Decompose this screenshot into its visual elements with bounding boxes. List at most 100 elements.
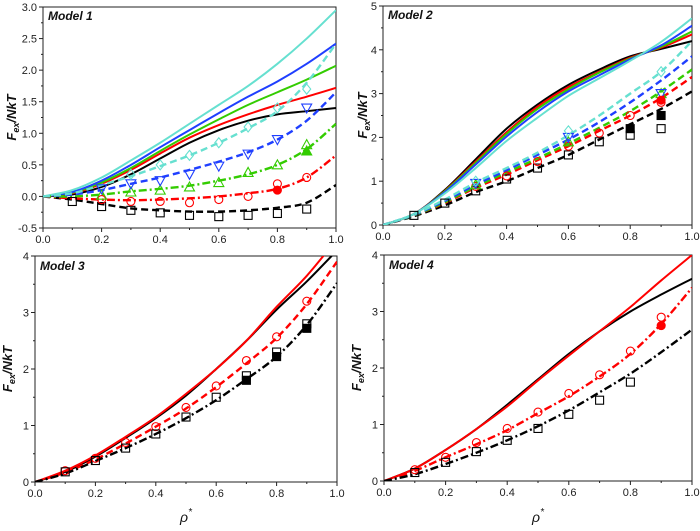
y-label-rest: /NkT bbox=[4, 93, 19, 123]
y-label-sub: ex bbox=[362, 120, 372, 131]
series-line-solid bbox=[43, 107, 336, 198]
data-point-triangle-up bbox=[154, 183, 167, 195]
data-point-triangle-up bbox=[242, 166, 255, 177]
plot-frame bbox=[34, 255, 338, 483]
data-point-circle bbox=[595, 370, 605, 380]
x-tick-label: 0.8 bbox=[623, 487, 638, 499]
data-point-circle bbox=[471, 438, 481, 448]
x-tick-label: 1.0 bbox=[328, 234, 343, 246]
x-tick-label: 0.4 bbox=[499, 231, 514, 243]
y-tick-label: 1 bbox=[371, 176, 377, 188]
data-point-triangle-up bbox=[124, 185, 137, 197]
panel-title: Model 3 bbox=[40, 259, 85, 273]
data-point-diamond bbox=[656, 65, 666, 78]
x-tick-label: 0.6 bbox=[209, 488, 224, 500]
data-point-square-filled bbox=[241, 375, 251, 385]
data-point-square bbox=[181, 412, 191, 422]
data-point-circle bbox=[302, 296, 312, 306]
data-point-square bbox=[151, 429, 161, 439]
data-point-square-filled bbox=[656, 110, 666, 121]
data-point-circle bbox=[302, 172, 312, 183]
data-point-square bbox=[440, 198, 450, 208]
data-point-square bbox=[272, 208, 282, 219]
data-point-square bbox=[564, 409, 574, 419]
series-line-dash bbox=[383, 40, 692, 225]
series-line-dashdot bbox=[384, 328, 692, 481]
data-point-circle bbox=[241, 355, 251, 366]
y-tick-label: 1 bbox=[372, 420, 378, 432]
y-label-rest: /NkT bbox=[349, 344, 364, 374]
data-point-square bbox=[126, 205, 136, 215]
plot-area bbox=[35, 256, 337, 482]
data-point-circle-filled bbox=[272, 185, 282, 195]
data-point-circle bbox=[532, 156, 543, 167]
data-point-square bbox=[441, 457, 451, 467]
y-tick-label: 0 bbox=[23, 477, 29, 489]
y-tick-label: 0.0 bbox=[22, 191, 37, 203]
data-point-square bbox=[502, 174, 512, 184]
series-line-solid bbox=[43, 64, 336, 198]
data-point-square bbox=[60, 467, 70, 477]
panel-title: Model 1 bbox=[48, 9, 93, 23]
series-line-dash bbox=[43, 42, 336, 198]
x-tick-label: 1.0 bbox=[329, 488, 344, 500]
series-line-solid bbox=[43, 9, 336, 198]
data-point-diamond bbox=[272, 102, 283, 114]
data-point-circle-filled bbox=[656, 95, 666, 105]
series-line-solid bbox=[383, 40, 692, 225]
panel-model-2: 0.0 0.2 0.4 0.6 0.8 1.0 0 1 2 3 4 5 Model 2 Fex/NkT bbox=[355, 1, 700, 243]
y-tick-label: 0.5 bbox=[22, 160, 37, 172]
x-axis-label: ρ* bbox=[531, 507, 545, 525]
series-line-solid bbox=[383, 30, 692, 225]
data-point-square bbox=[563, 150, 573, 160]
data-point-square bbox=[471, 447, 481, 457]
y-tick-label: -0.5 bbox=[18, 223, 37, 235]
y-label-main: F bbox=[0, 383, 15, 392]
x-tick-label: 0.0 bbox=[376, 487, 391, 499]
panel-model-4: 0.0 0.2 0.4 0.6 0.8 1.0 0 1 2 3 4 Model 4 Fex/NkT ρ* bbox=[349, 250, 700, 525]
y-label-sub: ex bbox=[356, 372, 366, 383]
data-point-square bbox=[533, 423, 543, 434]
y-label-sub: ex bbox=[7, 373, 17, 384]
y-axis-label: Fex/NkT bbox=[0, 345, 17, 392]
data-point-diamond bbox=[126, 168, 136, 181]
x-tick-label: 1.0 bbox=[684, 231, 699, 243]
y-tick-label: 4 bbox=[371, 45, 377, 57]
series-line-solid bbox=[383, 33, 692, 225]
y-tick-label: 2 bbox=[372, 363, 378, 375]
x-axis-label: ρ* bbox=[179, 507, 193, 525]
data-point-square bbox=[90, 455, 100, 466]
data-point-circle bbox=[121, 437, 131, 448]
plot-frame bbox=[382, 5, 693, 226]
x-tick-label: 0.2 bbox=[437, 231, 452, 243]
plot-area bbox=[383, 17, 692, 225]
data-point-circle bbox=[533, 407, 543, 417]
series-line-solid bbox=[384, 255, 692, 481]
data-point-diamond bbox=[214, 136, 224, 149]
series-line-dash bbox=[383, 90, 692, 225]
x-tick-label: 0.8 bbox=[623, 231, 638, 243]
y-label-sub: ex bbox=[11, 122, 21, 133]
y-tick-label: 0 bbox=[371, 220, 377, 232]
data-point-triangle-up bbox=[271, 158, 284, 170]
x-tick-label: 0.0 bbox=[27, 488, 42, 500]
data-point-square bbox=[502, 435, 512, 445]
data-point-square-filled bbox=[272, 352, 282, 362]
y-tick-label: 3 bbox=[371, 89, 377, 101]
data-point-triangle-up bbox=[212, 176, 225, 188]
data-point-triangle-down bbox=[655, 89, 668, 100]
x-tick-label: 0.2 bbox=[88, 488, 103, 500]
data-point-square-filled bbox=[625, 124, 635, 134]
series-line-dashdot bbox=[35, 282, 337, 482]
data-point-square bbox=[184, 210, 195, 220]
series-line-solid bbox=[43, 86, 336, 198]
x-tick-label: 0.4 bbox=[153, 234, 168, 246]
data-point-diamond bbox=[184, 149, 195, 162]
y-tick-label: 2 bbox=[371, 132, 377, 144]
data-point-triangle-down bbox=[242, 149, 255, 161]
data-point-square bbox=[656, 124, 666, 134]
data-point-square bbox=[594, 137, 604, 147]
data-point-circle bbox=[155, 196, 165, 207]
x-tick-label: 0.6 bbox=[211, 234, 226, 246]
data-point-triangle-down bbox=[212, 161, 225, 173]
